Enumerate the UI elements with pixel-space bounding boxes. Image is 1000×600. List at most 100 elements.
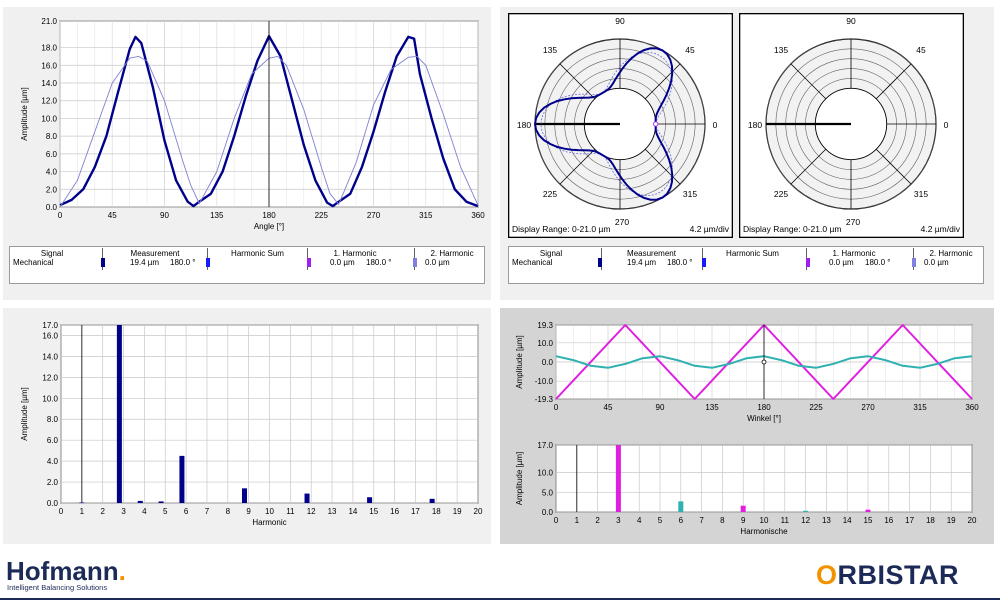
- legend-measurement-value: 19.4 µm: [130, 258, 160, 267]
- polar-angle-label: 0: [944, 120, 949, 130]
- x-tick-label: 315: [419, 211, 433, 220]
- bar-harmonic-14.8: [367, 497, 373, 503]
- legend-header-harmonic-sum: Harmonic Sum: [231, 249, 284, 258]
- legend-table-right: Signal Measurement Harmonic Sum 1. Harmo…: [508, 246, 984, 284]
- orbistar-logo: ORBISTAR: [816, 560, 960, 590]
- y-tick-label: 12.0: [41, 97, 57, 106]
- y-tick-label: 14.0: [42, 352, 58, 361]
- y-tick-label: 6.0: [47, 436, 59, 445]
- legend-header-h2: 2. Harmonic: [430, 249, 474, 258]
- x-tick-label: 16: [884, 516, 893, 525]
- y-tick-label: 16.0: [41, 61, 57, 70]
- polar-angle-label: 0: [713, 120, 718, 130]
- x-tick-label: 315: [913, 403, 927, 412]
- bar-harmonic-4.8: [158, 501, 164, 503]
- polar-spoke: [559, 148, 596, 185]
- x-tick-label: 11: [781, 516, 790, 525]
- bar-harmonic-2.8: [116, 325, 122, 503]
- x-tick-label: 7: [205, 507, 210, 516]
- measurement-swatch: [101, 258, 105, 267]
- x-tick-label: 5: [658, 516, 663, 525]
- y-tick-label: 0.0: [46, 203, 58, 212]
- polar-harmonic-sum-curve: [540, 51, 673, 197]
- cursor-point: [761, 359, 767, 365]
- polar-spoke: [875, 148, 912, 185]
- polar-spoke: [644, 148, 681, 185]
- y-axis-label: Amplitude [µm]: [515, 452, 524, 506]
- y-tick-label: 17.0: [537, 441, 553, 450]
- x-tick-label: 18: [926, 516, 935, 525]
- x-tick-label: 9: [246, 507, 251, 516]
- x-tick-label: 14: [348, 507, 357, 516]
- x-tick-label: 0: [59, 507, 64, 516]
- y-tick-label: 0.0: [542, 508, 554, 517]
- x-tick-label: 4: [142, 507, 147, 516]
- x-tick-label: 225: [809, 403, 823, 412]
- y-tick-label: 4.0: [46, 168, 58, 177]
- y-tick-label: 17.0: [42, 321, 58, 330]
- polar-angle-label: 135: [774, 45, 788, 55]
- angle-amplitude-chart: 0 45 90 135 180 225 270 315 360 0.0 2.0 4.0 6.0 8.0 10…: [3, 7, 491, 237]
- polar-spoke: [559, 63, 596, 100]
- polar-angle-label: 45: [685, 45, 695, 55]
- x-tick-label: 8: [720, 516, 725, 525]
- legend-header-measurement: Measurement: [130, 249, 180, 258]
- x-axis-label: Harmonische: [740, 527, 788, 536]
- harmonische-bar-chart: 0 1 2 3 4 5 6 7 8 9 10 11 12 13 14 15 16 17 18 19 20 0.0 5.0 10…: [500, 430, 994, 544]
- y-tick-label: 16.0: [42, 331, 58, 340]
- legend-header-signal: Signal: [539, 249, 563, 258]
- y-tick-label: 19.3: [537, 321, 553, 330]
- y-tick-label: 12.0: [42, 373, 58, 382]
- y-tick-label: -19.3: [535, 395, 554, 404]
- x-tick-label: 135: [705, 403, 719, 412]
- x-tick-label: 4: [637, 516, 642, 525]
- bar-harmonic-3: [615, 445, 621, 512]
- bar-harmonic-9: [740, 505, 746, 512]
- bar-harmonic-3.8: [137, 500, 143, 503]
- x-tick-label: 3: [616, 516, 621, 525]
- x-tick-label: 15: [369, 507, 378, 516]
- y-tick-label: 5.0: [542, 488, 554, 497]
- y-tick-label: -10.0: [535, 377, 554, 386]
- x-tick-label: 17: [905, 516, 914, 525]
- winkel-wave-chart: 0 45 90 135 180 225 270 315 360 19.3 10.0 0.0 -10.0 -…: [500, 308, 994, 428]
- legend-h1-angle: 180.0 °: [366, 258, 392, 267]
- h2-swatch: [912, 258, 916, 267]
- x-tick-label: 8: [226, 507, 231, 516]
- legend-header-h1: 1. Harmonic: [333, 249, 377, 258]
- legend-h2-value: 0.0 µm: [425, 258, 450, 267]
- orbistar-o-icon: O: [816, 560, 838, 590]
- x-tick-label: 17: [411, 507, 420, 516]
- measurement-swatch: [598, 258, 602, 267]
- y-axis-label: Amplitude [µm]: [515, 335, 524, 389]
- legend-h2-value: 0.0 µm: [924, 258, 949, 267]
- bar-harmonic-17.8: [429, 498, 435, 503]
- scale-label: 4.2 µm/div: [921, 224, 961, 234]
- y-tick-label: 6.0: [46, 150, 58, 159]
- y-axis-label: Amplitude [µm]: [20, 387, 29, 441]
- x-tick-label: 11: [286, 507, 295, 516]
- polar-angle-label: 45: [916, 45, 926, 55]
- x-tick-label: 10: [760, 516, 769, 525]
- h1-swatch: [806, 258, 810, 267]
- y-tick-label: 2.0: [47, 478, 59, 487]
- polar-angle-label: 135: [543, 45, 557, 55]
- x-tick-label: 14: [843, 516, 852, 525]
- bar-harmonic-8.8: [241, 488, 247, 503]
- y-tick-label: 10.0: [42, 394, 58, 403]
- polar-spoke: [790, 63, 827, 100]
- footer-line: [0, 598, 1000, 600]
- x-tick-label: 1: [80, 507, 85, 516]
- x-tick-label: 90: [656, 403, 665, 412]
- scale-label: 4.2 µm/div: [690, 224, 730, 234]
- x-tick-label: 135: [210, 211, 224, 220]
- y-tick-label: 8.0: [47, 415, 59, 424]
- hofmann-logo: Hofmann.: [6, 556, 126, 586]
- x-tick-label: 19: [947, 516, 956, 525]
- polar-measurement-curve: [533, 47, 674, 201]
- harmonic-sum-swatch: [206, 258, 210, 267]
- x-tick-label: 180: [757, 403, 771, 412]
- x-tick-label: 45: [604, 403, 613, 412]
- y-tick-label: 8.0: [46, 132, 58, 141]
- y-tick-label: 0.0: [47, 499, 59, 508]
